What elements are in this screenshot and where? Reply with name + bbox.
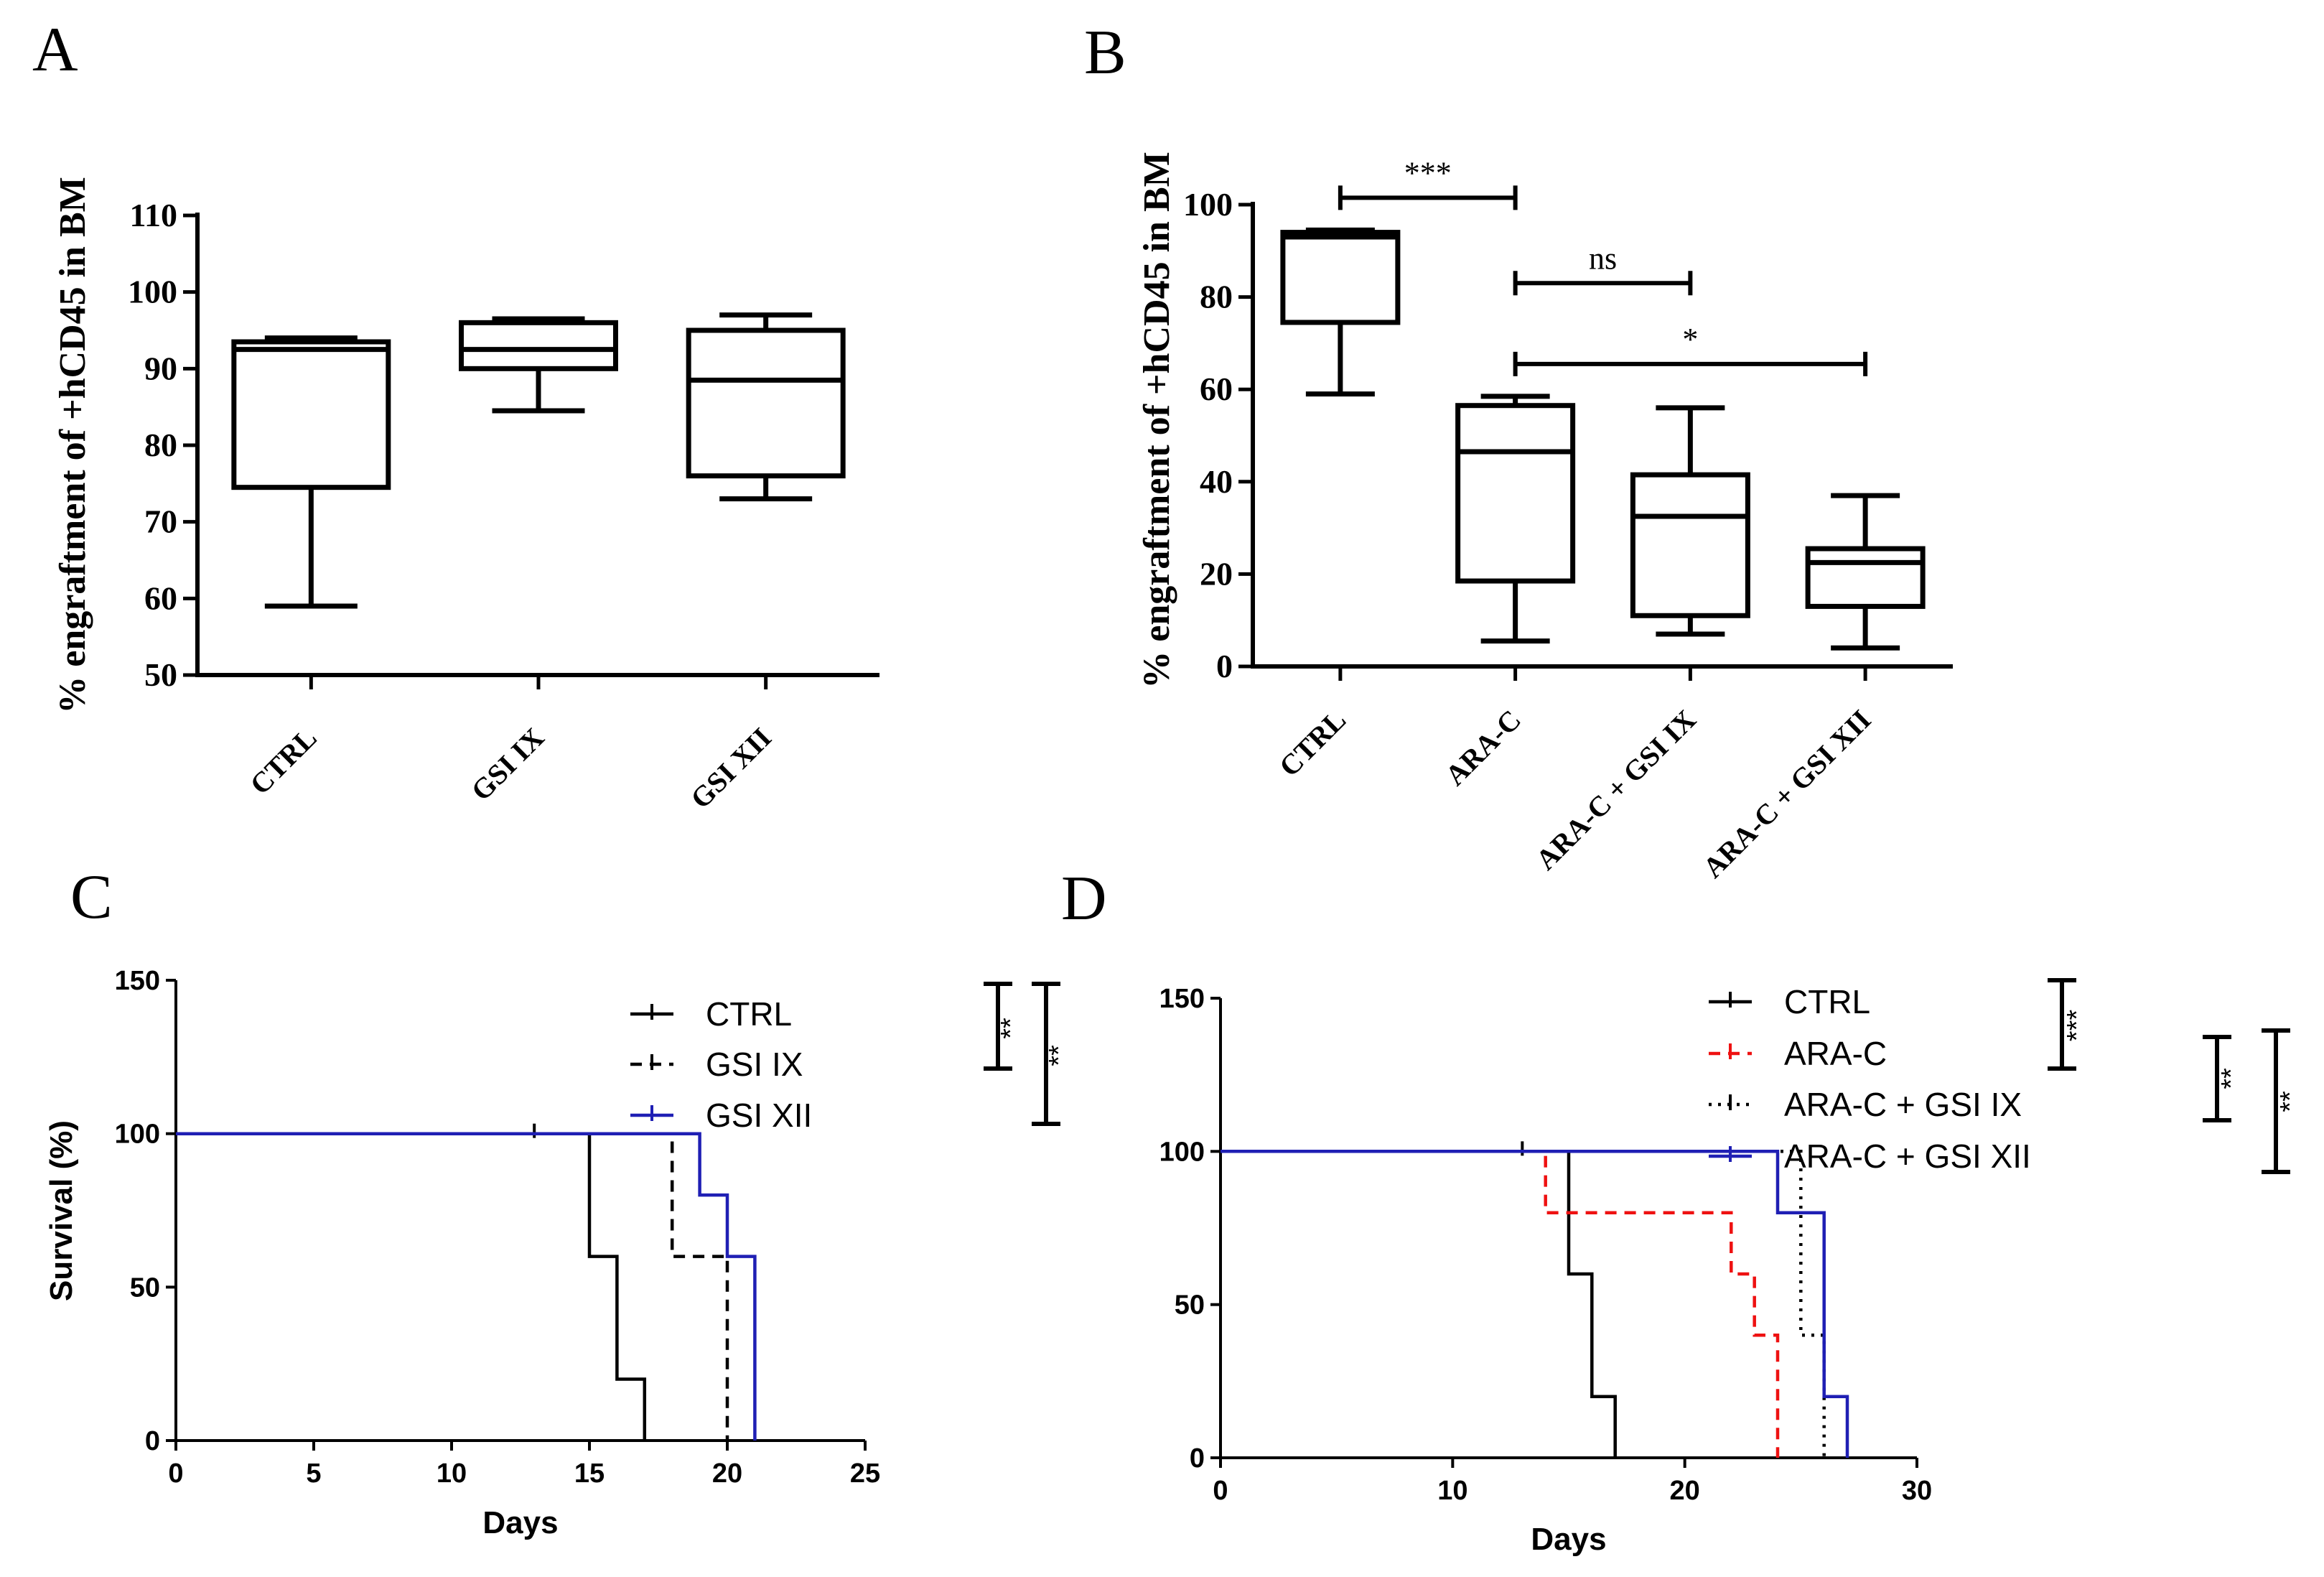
y-tick-label: 0 xyxy=(1190,1443,1205,1474)
y-axis-label: Survival (%) xyxy=(44,1120,79,1301)
y-axis-label: % engraftment of +hCD45 in BM xyxy=(1137,152,1177,688)
x-tick-label: 0 xyxy=(1213,1476,1228,1506)
box-gsi-xii xyxy=(686,327,846,479)
y-tick-label: 50 xyxy=(130,1273,160,1303)
x-tick-label: 0 xyxy=(168,1459,183,1489)
x-tick-label: 5 xyxy=(306,1459,321,1489)
y-tick-label: 40 xyxy=(1200,463,1233,500)
x-axis-label: Days xyxy=(1531,1522,1606,1557)
significance-label: *** xyxy=(2062,1010,2092,1042)
significance-label: ** xyxy=(996,1018,1026,1039)
category-label-ara-c-gsi-xii: ARA-C + GSI XII xyxy=(1697,704,1877,884)
y-tick-label: 0 xyxy=(1216,648,1233,684)
y-tick-label: 0 xyxy=(145,1426,160,1456)
panel-a-boxplot: 50 60 70 80 90 100 110 CTRL GSI IX GSI XII % engra… xyxy=(52,177,879,815)
y-tick-label: 80 xyxy=(144,427,177,463)
panel-d-survival: 0 50 100 150 0 10 20 30 Days CTRL ARA-C ARA-C + GSI… xyxy=(1159,978,2305,1557)
box-gsi-ix xyxy=(459,320,618,371)
y-tick-label: 80 xyxy=(1200,279,1233,315)
y-tick-label: 50 xyxy=(144,656,177,693)
y-tick-label: 20 xyxy=(1200,555,1233,592)
category-label-gsi-ix: GSI IX xyxy=(465,721,550,806)
box-ara-c-gsi-xii xyxy=(1805,546,1926,609)
legend-label-ctrl: CTRL xyxy=(706,995,792,1033)
y-tick-label: 70 xyxy=(144,503,177,540)
panel-label-c: C xyxy=(70,862,113,932)
series-line-ctrl xyxy=(176,1132,647,1441)
significance-label: *** xyxy=(1404,155,1452,190)
panel-label-a: A xyxy=(32,15,78,85)
significance-label: ** xyxy=(2275,1091,2305,1112)
y-tick-label: 150 xyxy=(115,966,160,996)
significance-label: ** xyxy=(1044,1045,1074,1066)
legend-label-ara-c: ARA-C xyxy=(1784,1035,1887,1072)
y-tick-label: 100 xyxy=(1159,1137,1205,1167)
series-line-gsi-xii xyxy=(176,1132,757,1441)
y-tick-label: 100 xyxy=(115,1120,160,1150)
y-tick-label: 60 xyxy=(1200,371,1233,407)
series-line-ctrl xyxy=(1221,1150,1617,1458)
y-tick-label: 50 xyxy=(1175,1290,1205,1321)
box-ctrl xyxy=(1280,230,1401,325)
panel-b-boxplot: 0 20 40 60 80 100 CTRL ARA-C ARA-C + GSI IXARA-C… xyxy=(1137,152,1953,884)
box-ara-c xyxy=(1455,403,1576,584)
x-axis-label: Days xyxy=(482,1505,558,1540)
x-tick-label: 10 xyxy=(437,1459,467,1489)
x-tick-label: 10 xyxy=(1437,1476,1467,1506)
panel-c-survival: 0 50 100 150 0 5 10 15 20 25 Days Survival (%) CTRL G… xyxy=(44,966,1074,1540)
y-axis-label: % engraftment of +hCD45 in BM xyxy=(52,177,93,713)
y-tick-label: 90 xyxy=(144,350,177,386)
x-tick-label: 20 xyxy=(712,1459,742,1489)
legend-label-gsi-xii: GSI XII xyxy=(706,1097,812,1134)
y-tick-label: 100 xyxy=(1183,186,1233,223)
category-label-ara-c: ARA-C xyxy=(1439,704,1527,792)
category-label-ctrl: CTRL xyxy=(1273,704,1352,783)
y-tick-label: 100 xyxy=(128,274,177,310)
significance-label: ns xyxy=(1589,241,1617,276)
series-line-ara-c xyxy=(1221,1150,1780,1458)
y-tick-label: 60 xyxy=(144,580,177,616)
box-ara-c-gsi-ix xyxy=(1630,472,1750,618)
legend-label-ara-c-gsi-ix: ARA-C + GSI IX xyxy=(1784,1086,2022,1123)
series-line-ara-c-gsi-xii xyxy=(1221,1150,1849,1458)
legend-label-gsi-ix: GSI IX xyxy=(706,1046,803,1083)
panel-label-d: D xyxy=(1061,864,1107,934)
box-ctrl xyxy=(231,339,391,490)
category-label-ctrl: CTRL xyxy=(243,722,322,801)
significance-label: ** xyxy=(2216,1068,2246,1089)
category-label-gsi-xii: GSI XII xyxy=(684,722,778,815)
y-tick-label: 150 xyxy=(1159,984,1205,1014)
significance-label: * xyxy=(1682,322,1698,357)
legend-label-ara-c-gsi-xii: ARA-C + GSI XII xyxy=(1784,1138,2031,1175)
x-tick-label: 15 xyxy=(574,1459,605,1489)
series-line-ara-c-gsi-ix xyxy=(1221,1150,1826,1458)
y-tick-label: 110 xyxy=(130,197,177,233)
x-tick-label: 30 xyxy=(1902,1476,1932,1506)
x-tick-label: 25 xyxy=(850,1459,880,1489)
panel-label-b: B xyxy=(1084,18,1126,88)
category-label-ara-c-gsi-ix: ARA-C + GSI IX xyxy=(1529,703,1702,876)
x-tick-label: 20 xyxy=(1670,1476,1700,1506)
legend-label-ctrl: CTRL xyxy=(1784,983,1870,1020)
